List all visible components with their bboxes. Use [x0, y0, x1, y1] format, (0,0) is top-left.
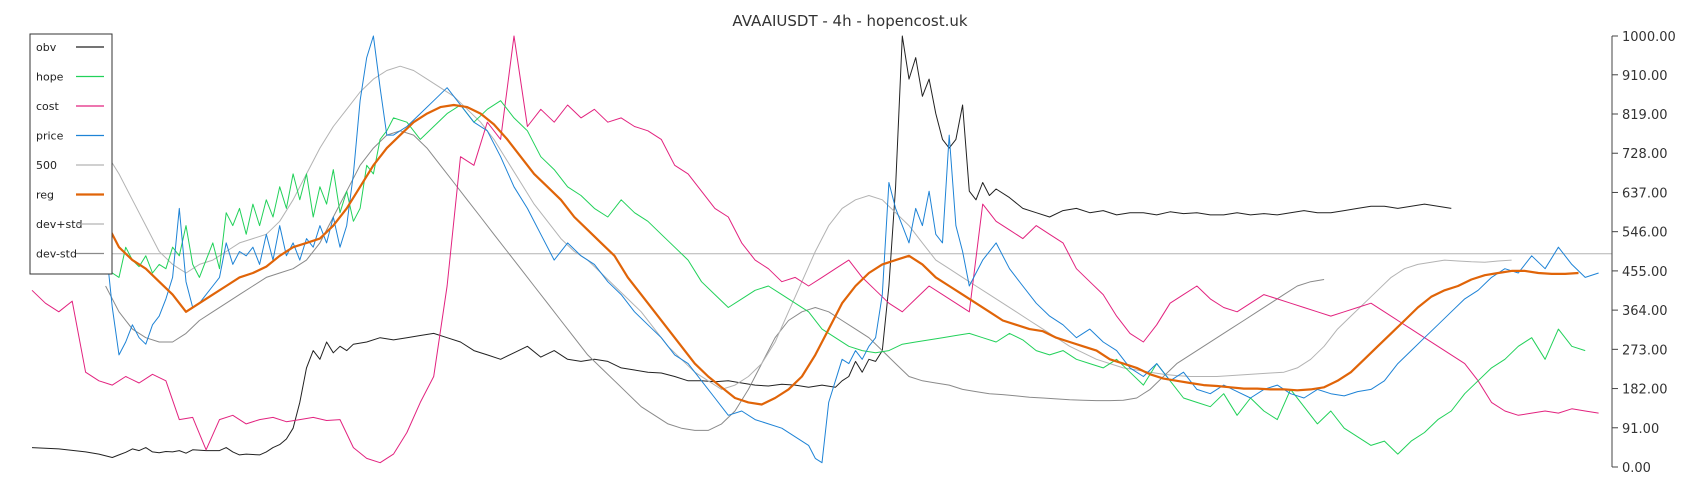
y-tick-label: 182.00: [1622, 383, 1668, 398]
y-tick-label: 273.00: [1622, 343, 1668, 358]
series-cost-line: [31, 35, 1599, 464]
y-tick-label: 91.00: [1622, 422, 1659, 437]
legend-label: hope: [36, 71, 64, 84]
legend-box: [29, 33, 113, 275]
series-price-line: [105, 35, 1599, 464]
y-tick-label: 0.00: [1622, 461, 1651, 476]
series-obv-line: [31, 35, 1452, 458]
y-axis: 0.00 91.00 182.00 273.00 364.00 455.00 546.00 6…: [1611, 30, 1676, 476]
y-tick-label: 819.00: [1622, 108, 1668, 123]
series-dev-std-line: [105, 65, 1512, 390]
legend-label: dev+std: [36, 218, 83, 231]
y-tick-label: 728.00: [1622, 147, 1668, 162]
legend: obv hope cost price 500 reg dev+std dev-std: [29, 33, 113, 275]
chart-title: AVAAIUSDT - 4h - hopencost.uk: [732, 12, 967, 30]
y-tick-label: 1000.00: [1622, 30, 1676, 45]
series-reg-line: [104, 103, 1579, 406]
legend-label: price: [36, 130, 64, 143]
y-tick-label: 455.00: [1622, 265, 1668, 280]
legend-label: cost: [36, 100, 60, 113]
y-tick-label: 546.00: [1622, 226, 1668, 241]
legend-label: obv: [36, 41, 57, 54]
y-tick-label: 364.00: [1622, 304, 1668, 319]
series-hope-line: [105, 100, 1586, 455]
y-tick-label: 637.00: [1622, 186, 1668, 201]
y-tick-label: 910.00: [1622, 69, 1668, 84]
legend-label: reg: [36, 189, 54, 202]
series-layer: [31, 35, 1612, 464]
legend-label: 500: [36, 159, 57, 172]
series-dev-std-line: [105, 130, 1325, 431]
legend-label: dev-std: [36, 248, 77, 261]
